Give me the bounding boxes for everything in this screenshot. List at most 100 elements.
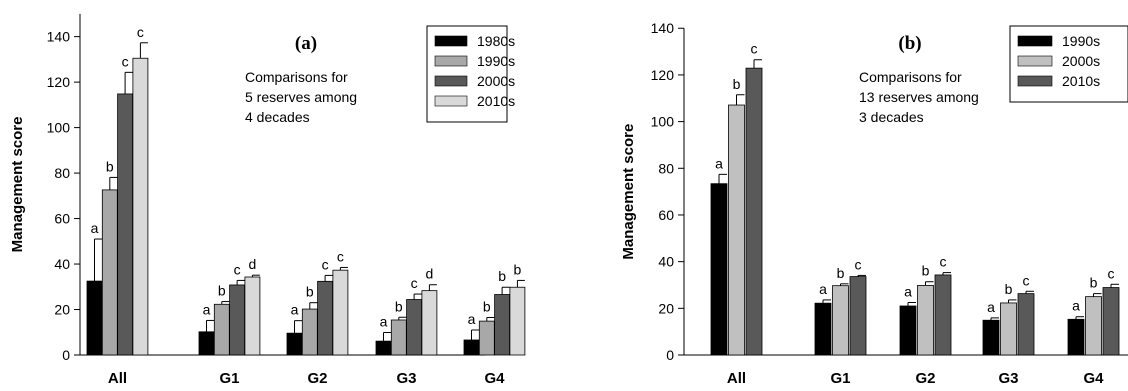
- legend-label: 2010s: [477, 93, 515, 109]
- significance-letter: a: [715, 155, 723, 171]
- y-tick-label: 0: [666, 347, 674, 363]
- bar-2010s-G1: [849, 276, 867, 356]
- bar-1990s-All: [101, 189, 118, 356]
- y-tick-label: 140: [47, 29, 71, 45]
- significance-letter: c: [411, 275, 418, 291]
- x-tick-label: G3: [998, 370, 1018, 387]
- annotation-line: Comparisons for: [245, 69, 348, 85]
- x-tick-label: All: [108, 370, 127, 387]
- bar-1990s-G2: [301, 308, 318, 356]
- significance-letter: c: [940, 254, 947, 270]
- significance-letter: c: [1108, 265, 1115, 281]
- bar-2010s-G3: [421, 290, 438, 356]
- panel-label: (b): [898, 33, 921, 54]
- legend-swatch: [434, 75, 468, 87]
- bar-2010s-G4: [509, 286, 526, 356]
- significance-letter: b: [1090, 275, 1098, 291]
- bar-1990s-G2: [899, 305, 917, 356]
- legend-label: 2000s: [477, 73, 515, 89]
- legend-swatch: [1017, 55, 1053, 67]
- legend: 1980s 1990s 2000s 2010s: [426, 25, 515, 123]
- bar-2010s-G1: [244, 276, 261, 356]
- bar-1990s-G3: [390, 319, 407, 356]
- significance-letter: c: [322, 256, 329, 272]
- bar-1980s-G1: [198, 331, 215, 356]
- y-tick-label: 20: [54, 302, 70, 318]
- legend-label: 1990s: [1062, 33, 1100, 49]
- significance-letter: c: [751, 41, 758, 57]
- bar-2010s-G4: [1102, 287, 1120, 356]
- significance-letter: b: [395, 298, 403, 314]
- y-tick-label: 40: [54, 256, 70, 272]
- bar-2010s-G2: [934, 274, 952, 356]
- significance-letter: a: [291, 302, 299, 318]
- annotation-line: 4 decades: [245, 109, 310, 125]
- bar-2010s-All: [745, 67, 763, 356]
- significance-letter: d: [426, 266, 434, 282]
- y-tick-label: 100: [47, 120, 71, 136]
- y-tick-label: 140: [651, 20, 675, 36]
- significance-letter: b: [514, 261, 522, 277]
- y-tick-label: 60: [658, 207, 674, 223]
- y-tick-label: 80: [54, 165, 70, 181]
- significance-letter: b: [733, 76, 741, 92]
- bar-2000s-G4: [494, 294, 511, 356]
- bar-2000s-G1: [832, 285, 849, 356]
- legend-swatch: [434, 55, 468, 67]
- x-tick-label: G1: [219, 370, 239, 387]
- x-tick-label: G4: [1083, 370, 1104, 387]
- bar-2010s-G3: [1017, 293, 1035, 356]
- significance-letter: b: [483, 298, 491, 314]
- significance-letter: c: [137, 24, 144, 40]
- y-tick-label: 120: [47, 74, 71, 90]
- significance-letter: b: [837, 265, 845, 281]
- significance-letter: a: [1072, 298, 1080, 314]
- significance-letter: c: [855, 256, 862, 272]
- legend-swatch: [1017, 35, 1053, 47]
- bar-2000s-G1: [229, 284, 246, 356]
- significance-letter: a: [91, 220, 99, 236]
- bar-1990s-G1: [814, 302, 832, 356]
- significance-letter: a: [987, 299, 995, 315]
- panel-label: (a): [295, 33, 317, 54]
- y-tick-label: 120: [651, 67, 675, 83]
- bar-1980s-G4: [463, 339, 480, 356]
- bar-1990s-G3: [982, 319, 1000, 356]
- annotation-line: 5 reserves among: [245, 89, 357, 105]
- bar-1980s-All: [86, 280, 103, 356]
- significance-letter: a: [904, 283, 912, 299]
- bar-1990s-G1: [213, 303, 230, 356]
- legend-swatch: [434, 35, 468, 47]
- legend-label: 2010s: [1062, 73, 1100, 89]
- bar-2000s-G3: [1000, 302, 1017, 356]
- x-tick-label: G2: [915, 370, 935, 387]
- bar-1980s-G2: [286, 332, 303, 356]
- y-tick-label: 80: [658, 160, 674, 176]
- significance-letter: c: [1023, 272, 1030, 288]
- significance-letter: a: [380, 313, 388, 329]
- bar-2010s-G2: [332, 269, 349, 356]
- legend-label: 2000s: [1062, 53, 1100, 69]
- significance-letter: a: [819, 281, 827, 297]
- legend-label: 1980s: [477, 33, 515, 49]
- significance-letter: b: [498, 268, 506, 284]
- significance-letter: b: [1005, 281, 1013, 297]
- bar-2000s-All: [728, 104, 745, 356]
- bar-1980s-G3: [375, 340, 392, 356]
- legend-swatch: [1017, 75, 1053, 87]
- x-tick-label: All: [727, 370, 746, 387]
- y-tick-label: 0: [62, 347, 70, 363]
- bar-2000s-G3: [406, 299, 423, 356]
- annotation-line: 3 decades: [859, 109, 924, 125]
- x-tick-label: G3: [396, 370, 416, 387]
- legend-label: 1990s: [477, 53, 515, 69]
- y-tick-label: 40: [658, 254, 674, 270]
- bar-2000s-All: [117, 93, 133, 356]
- legend-swatch: [434, 95, 468, 107]
- x-tick-label: G2: [307, 370, 327, 387]
- y-axis-title: Management score: [620, 124, 637, 260]
- annotation-line: Comparisons for: [859, 69, 962, 85]
- significance-letter: c: [337, 248, 344, 264]
